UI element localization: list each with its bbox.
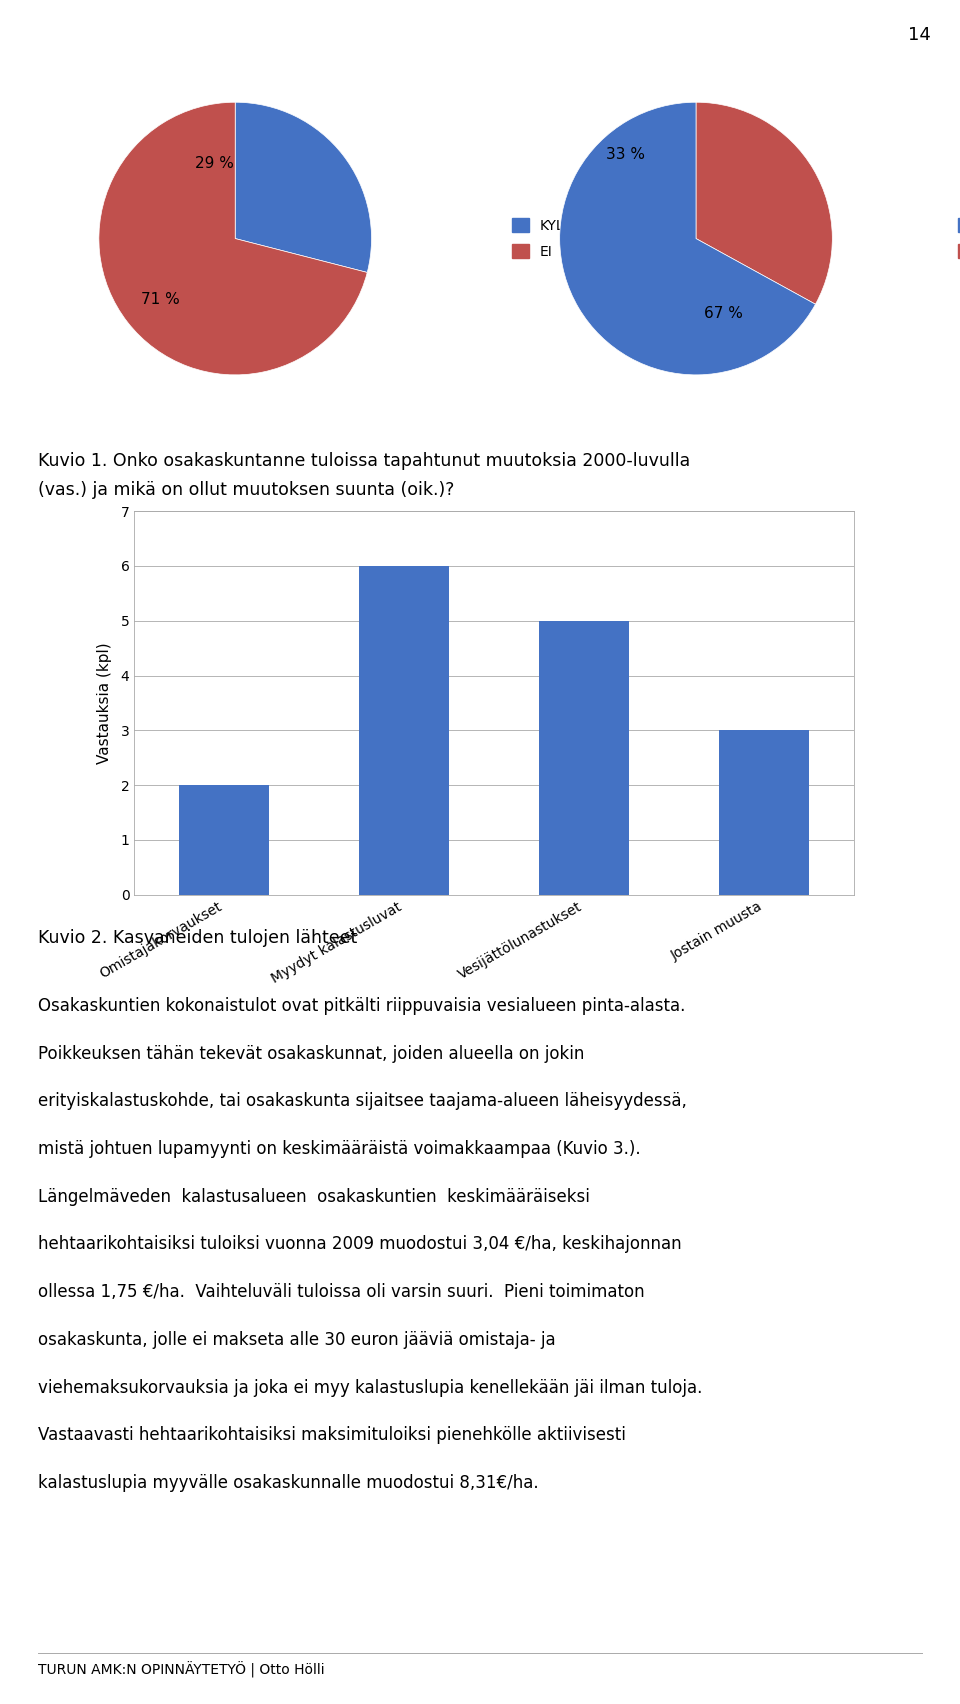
Legend: KYLLÄ, EI: KYLLÄ, EI (508, 215, 587, 262)
Text: viehemaksukorvauksia ja joka ei myy kalastuslupia kenellekään jäi ilman tuloja.: viehemaksukorvauksia ja joka ei myy kala… (38, 1379, 703, 1397)
Text: ollessa 1,75 €/ha.  Vaihteluväli tuloissa oli varsin suuri.  Pieni toimimaton: ollessa 1,75 €/ha. Vaihteluväli tuloissa… (38, 1283, 645, 1302)
Text: hehtaarikohtaisiksi tuloiksi vuonna 2009 muodostui 3,04 €/ha, keskihajonnan: hehtaarikohtaisiksi tuloiksi vuonna 2009… (38, 1235, 682, 1254)
Bar (359, 566, 449, 895)
Bar (719, 731, 809, 895)
Text: kalastuslupia myyvälle osakaskunnalle muodostui 8,31€/ha.: kalastuslupia myyvälle osakaskunnalle mu… (38, 1474, 539, 1493)
Bar (540, 620, 630, 895)
Text: 14: 14 (908, 26, 931, 44)
Wedge shape (99, 102, 368, 375)
Text: Kuvio 1. Onko osakaskuntanne tuloissa tapahtunut muutoksia 2000-luvulla
(vas.) j: Kuvio 1. Onko osakaskuntanne tuloissa ta… (38, 452, 690, 499)
Wedge shape (235, 102, 372, 273)
Text: Osakaskuntien kokonaistulot ovat pitkälti riippuvaisia vesialueen pinta-alasta.: Osakaskuntien kokonaistulot ovat pitkält… (38, 997, 685, 1016)
Text: 71 %: 71 % (141, 293, 180, 307)
Text: Kuvio 2. Kasvaneiden tulojen lähteet: Kuvio 2. Kasvaneiden tulojen lähteet (38, 929, 358, 947)
Text: 33 %: 33 % (606, 147, 644, 162)
Wedge shape (560, 102, 815, 375)
Text: Vastaavasti hehtaarikohtaisiksi maksimituloiksi pienehkölle aktiivisesti: Vastaavasti hehtaarikohtaisiksi maksimit… (38, 1426, 626, 1445)
Text: 29 %: 29 % (195, 157, 234, 170)
Y-axis label: Vastauksia (kpl): Vastauksia (kpl) (97, 642, 112, 763)
Text: Längelmäveden  kalastusalueen  osakaskuntien  keskimääräiseksi: Längelmäveden kalastusalueen osakaskunti… (38, 1188, 590, 1206)
Wedge shape (696, 102, 832, 305)
Text: mistä johtuen lupamyynti on keskimääräistä voimakkaampaa (Kuvio 3.).: mistä johtuen lupamyynti on keskimääräis… (38, 1140, 641, 1159)
Text: Poikkeuksen tähän tekevät osakaskunnat, joiden alueella on jokin: Poikkeuksen tähän tekevät osakaskunnat, … (38, 1045, 585, 1063)
Text: 67 %: 67 % (704, 307, 743, 320)
Bar (180, 786, 270, 895)
Text: TURUN AMK:N OPINNÄYTETYÖ | Otto Hölli: TURUN AMK:N OPINNÄYTETYÖ | Otto Hölli (38, 1661, 325, 1678)
Text: osakaskunta, jolle ei makseta alle 30 euron jääviä omistaja- ja: osakaskunta, jolle ei makseta alle 30 eu… (38, 1331, 556, 1350)
Legend: KASVANUT, LASKENUT: KASVANUT, LASKENUT (953, 215, 960, 262)
Text: erityiskalastuskohde, tai osakaskunta sijaitsee taajama-alueen läheisyydessä,: erityiskalastuskohde, tai osakaskunta si… (38, 1092, 687, 1111)
